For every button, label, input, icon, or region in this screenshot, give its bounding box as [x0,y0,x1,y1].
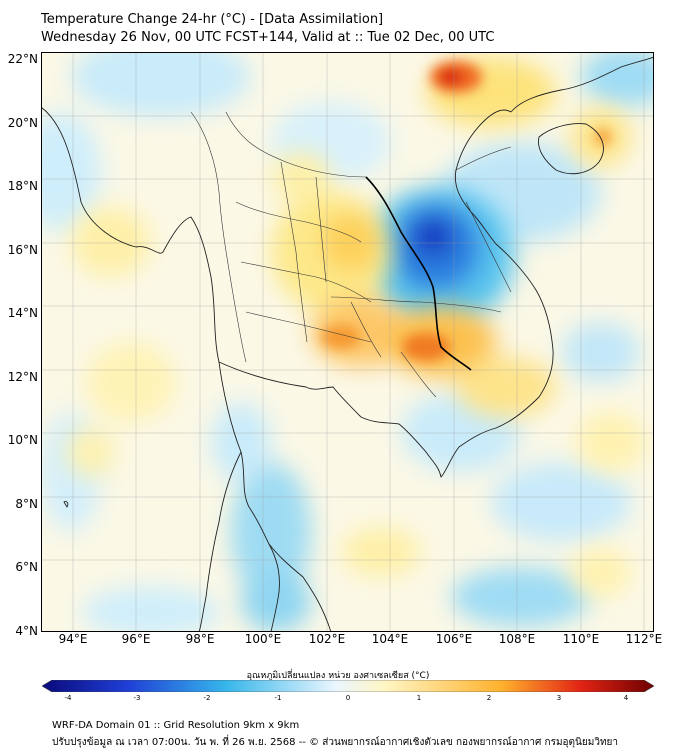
lat-label-12n: 12°N [7,370,38,384]
lon-label-106e: 106°E [435,632,473,646]
hot-cores [321,61,611,361]
lon-label-96e: 96°E [121,632,151,646]
colorbar-tick-minus4: -4 [64,694,72,702]
colorbar-tick-3: 3 [556,694,562,702]
lat-label-10n: 10°N [7,433,38,447]
colorbar-title: อุณหภูมิเปลี่ยนแปลง หน่วย องศาเซลเซียส (… [246,671,430,681]
map-title: Temperature Change 24-hr (°C) - [Data As… [41,12,384,27]
lat-label-6n: 6°N [15,560,38,574]
lon-label-94e: 94°E [58,632,88,646]
warm-anomaly-field [66,57,646,597]
map-subtitle: Wednesday 26 Nov, 00 UTC FCST+144, Valid… [41,30,495,45]
lat-label-18n: 18°N [7,179,38,193]
colorbar-tick-0: 0 [345,694,351,702]
national-border [365,176,472,371]
temperature-change-map [41,52,654,632]
footer-model-info: WRF-DA Domain 01 :: Grid Resolution 9km … [52,720,300,731]
lat-label-20n: 20°N [7,116,38,130]
colorbar-tick-4: 4 [623,694,629,702]
lon-label-112e: 112°E [625,632,663,646]
colorbar-gradient [42,680,654,692]
colorbar-tick-2: 2 [486,694,492,702]
lon-label-110e: 110°E [562,632,600,646]
lat-label-4n: 4°N [15,624,38,638]
map-frame [41,52,654,632]
lon-label-108e: 108°E [498,632,536,646]
colorbar-tick-minus3: -3 [133,694,141,702]
lat-label-8n: 8°N [15,497,38,511]
lon-label-104e: 104°E [371,632,409,646]
cold-core [364,187,514,327]
colorbar-tick-1: 1 [416,694,422,702]
lat-label-22n: 22°N [7,52,38,66]
lon-label-100e: 100°E [244,632,282,646]
lat-label-14n: 14°N [7,306,38,320]
lon-label-98e: 98°E [185,632,215,646]
lon-label-102e: 102°E [308,632,346,646]
footer-update-info: ปรับปรุงข้อมูล ณ เวลา 07:00น. วัน พ. ที่… [52,737,619,748]
colorbar-tick-minus2: -2 [203,694,211,702]
graticule [41,52,654,632]
colorbar-tick-minus1: -1 [274,694,282,702]
colorbar [42,680,654,692]
coastlines [41,56,654,632]
lat-label-16n: 16°N [7,243,38,257]
